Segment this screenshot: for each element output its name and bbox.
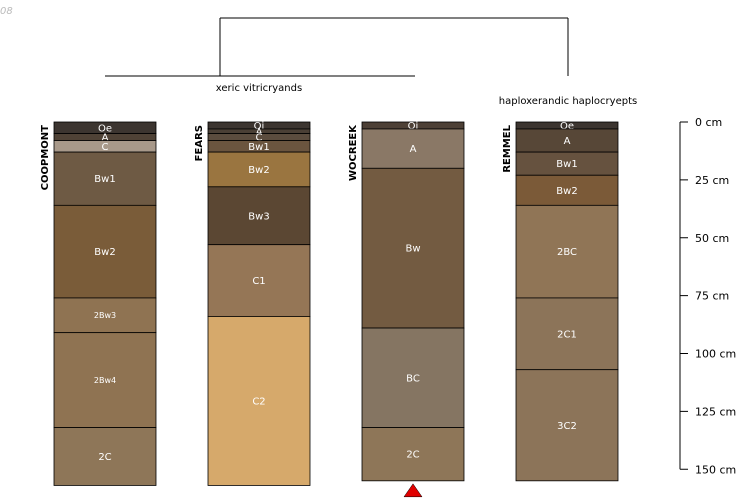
horizon-label: Bw2 xyxy=(248,165,269,176)
axis-tick-label: 150 cm xyxy=(695,463,736,476)
horizon-label: 2BC xyxy=(557,247,577,258)
horizon-label: 3C2 xyxy=(557,421,577,432)
horizon-label: C1 xyxy=(252,276,265,287)
horizon-label: Bw xyxy=(405,244,420,255)
horizon-rect xyxy=(361,427,465,482)
horizon-rect xyxy=(515,297,619,371)
horizon-label: Bw2 xyxy=(556,186,577,197)
horizon-rect xyxy=(207,186,311,246)
horizon-rect xyxy=(53,204,157,299)
dendrogram: xeric vitricryands haploxerandic haplocr… xyxy=(105,17,637,107)
axis-tick-label: 100 cm xyxy=(695,348,736,361)
horizon-label: Bw1 xyxy=(94,174,115,185)
group-label-right: haploxerandic haplocryepts xyxy=(499,96,637,107)
profile-name: REMMEL xyxy=(502,124,513,172)
horizon-label: 2Bw4 xyxy=(94,376,116,385)
horizon-label: C2 xyxy=(252,396,265,407)
horizon-rect xyxy=(53,427,157,486)
horizon-label: Oe xyxy=(560,121,574,132)
horizon-rect xyxy=(515,369,619,482)
horizon-rect xyxy=(515,204,619,299)
horizon-rect xyxy=(515,174,619,206)
horizon-rect xyxy=(207,316,311,486)
horizon-label: Bw2 xyxy=(94,247,115,258)
axis-tick-label: 125 cm xyxy=(695,405,736,418)
horizon-label: 2C xyxy=(406,450,419,461)
horizon-rect xyxy=(361,167,465,329)
horizon-label: A xyxy=(410,144,417,155)
horizon-label: Oe xyxy=(98,123,112,134)
horizon-rect xyxy=(53,151,157,206)
axis-tick-label: 75 cm xyxy=(695,290,729,303)
profile-name: FEARS xyxy=(194,125,205,161)
soil-profile: Oe A Bw1 Bw2 2BC 2C1 3C2 REMMEL xyxy=(502,121,619,482)
truncation-marker-icon xyxy=(403,483,423,498)
axis-tick-label: 50 cm xyxy=(695,232,729,245)
horizon-rect xyxy=(53,332,157,428)
horizon-label: A xyxy=(256,127,263,138)
profile-name: WOCREEK xyxy=(348,124,359,181)
horizon-rect xyxy=(361,128,465,169)
horizon-label: 2C1 xyxy=(557,329,577,340)
profile-name: COOPMONT xyxy=(40,125,51,190)
horizon-label: 2C xyxy=(98,452,111,463)
axis-tick-label: 25 cm xyxy=(695,174,729,187)
soil-profile: Oi A Bw BC 2C WOCREEK xyxy=(348,121,465,498)
axis-tick-label: 0 cm xyxy=(695,116,722,129)
horizon-label: Bw1 xyxy=(248,142,269,153)
horizon-label: A xyxy=(564,136,571,147)
depth-axis: 0 cm 25 cm 50 cm 75 cm 100 cm 125 cm 150 cm xyxy=(679,116,736,476)
horizon-label: Bw3 xyxy=(248,211,269,222)
horizon-label: Oi xyxy=(254,121,265,132)
horizon-rect xyxy=(207,151,311,188)
horizon-rect xyxy=(361,327,465,428)
horizon-label: BC xyxy=(406,373,420,384)
horizon-rect xyxy=(207,244,311,317)
horizon-label: Bw1 xyxy=(556,159,577,170)
group-label-left: xeric vitricryands xyxy=(216,83,302,94)
horizon-label: Oi xyxy=(408,121,419,132)
horizon-label: A xyxy=(102,133,109,144)
horizon-label: C xyxy=(102,142,109,153)
horizon-label: 2Bw3 xyxy=(94,311,116,320)
horizon-label: C xyxy=(256,133,263,144)
corner-label: 08 xyxy=(0,6,13,17)
